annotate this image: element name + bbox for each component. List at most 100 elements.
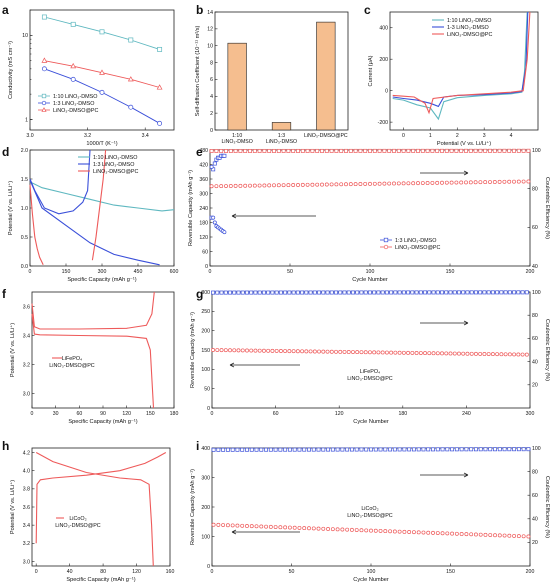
panel-b-ytick-label: 8 bbox=[210, 60, 213, 66]
panel-g-point bbox=[215, 348, 220, 353]
panel-i-point bbox=[254, 447, 259, 452]
panel-g-xtick-label: 0 bbox=[211, 411, 214, 417]
panel-g-y2label: Coulombic Efficiency (%) bbox=[544, 319, 550, 381]
panel-g-point bbox=[452, 290, 457, 295]
panel-g-point bbox=[342, 349, 347, 354]
panel-g-point bbox=[431, 290, 436, 295]
panel-g-point bbox=[503, 352, 508, 357]
panel-e-point bbox=[219, 149, 224, 153]
panel-c-legend-entry: 1:10 LiNO₃-DMSO bbox=[447, 18, 491, 24]
panel-i-point bbox=[450, 447, 455, 452]
panel-i-point bbox=[483, 447, 488, 452]
panel-h-series-line bbox=[35, 452, 154, 567]
panel-g-point bbox=[457, 351, 461, 356]
panel-d-series-line bbox=[91, 149, 107, 261]
panel-h-series-line bbox=[35, 452, 167, 544]
panel-b-ytick-label: 4 bbox=[210, 94, 213, 100]
panel-i-point bbox=[364, 528, 369, 533]
panel-a-legend-swatch-marker bbox=[41, 93, 47, 99]
panel-e-point bbox=[248, 183, 252, 188]
panel-a-legend-entry: 1:10 LiNO₃-DMSO bbox=[53, 94, 97, 100]
panel-e-point bbox=[420, 148, 425, 153]
panel-i-point bbox=[364, 447, 369, 452]
panel-g-point bbox=[329, 290, 334, 295]
panel-i-point bbox=[426, 447, 431, 452]
panel-g-ytick-label: 200 bbox=[201, 328, 210, 334]
panel-g-point bbox=[516, 352, 521, 357]
panel-b-ytick-label: 2 bbox=[210, 111, 213, 117]
panel-g-point bbox=[355, 290, 360, 295]
panel-i-point bbox=[473, 447, 478, 452]
panel-g-point bbox=[393, 290, 398, 295]
panel-g-point bbox=[380, 350, 385, 355]
panel-g-point bbox=[317, 349, 322, 354]
panel-e-point bbox=[276, 183, 281, 188]
panel-e-legend-entry: LiNO₃-DMSO@PC bbox=[395, 245, 441, 251]
panel-g-point bbox=[261, 290, 266, 295]
panel-e-point bbox=[209, 184, 214, 189]
panel-i-point bbox=[340, 447, 345, 452]
panel-e-point bbox=[291, 183, 296, 187]
panel-a-point bbox=[99, 69, 105, 75]
panel-i-point bbox=[431, 447, 435, 452]
panel-i-point bbox=[292, 447, 297, 452]
panel-g-point bbox=[355, 350, 360, 355]
panel-g-point bbox=[346, 290, 351, 295]
panel-d-legend-entry: 1:10 LiNO₃-DMSO bbox=[93, 155, 137, 161]
panel-g-point bbox=[257, 290, 262, 295]
panel-g-arrow bbox=[229, 362, 300, 368]
panel-g-point bbox=[219, 290, 224, 295]
panel-g-point bbox=[223, 290, 228, 295]
panel-i-point bbox=[383, 529, 388, 534]
panel-d-ylabel: Potential (V vs. Li/Li⁺) bbox=[7, 181, 14, 235]
panel-e-point bbox=[348, 148, 353, 153]
panel-g-point bbox=[325, 290, 330, 295]
panel-i-point bbox=[221, 447, 226, 452]
panel-h-xtick-label: 40 bbox=[67, 569, 73, 575]
panel-i-point bbox=[330, 447, 335, 452]
panel-e-point bbox=[310, 148, 315, 153]
panel-a-point bbox=[128, 104, 134, 110]
panel-f-xtick-label: 60 bbox=[76, 411, 82, 417]
panel-e-point bbox=[440, 180, 444, 185]
panel-i-point bbox=[388, 529, 393, 534]
panel-i-point bbox=[287, 525, 292, 530]
panel-e-point bbox=[363, 148, 368, 153]
panel-f-xtick-label: 30 bbox=[53, 411, 59, 417]
panel-h-xlabel: Specific Capacity (mAh g⁻¹) bbox=[66, 577, 135, 583]
panel-i-point bbox=[283, 525, 288, 530]
panel-a-point bbox=[70, 21, 76, 27]
panel-i-point bbox=[526, 534, 531, 539]
panel-g-point bbox=[427, 290, 432, 295]
panel-g-point bbox=[414, 351, 419, 355]
panel-g-point bbox=[351, 290, 355, 295]
panel-e-point bbox=[276, 148, 281, 153]
panel-a-point bbox=[70, 76, 76, 82]
panel-g-point bbox=[342, 290, 347, 295]
panel-e-point bbox=[222, 153, 227, 158]
panel-e-point bbox=[296, 182, 300, 187]
panel-i-point bbox=[268, 524, 273, 529]
panel-e-ytick-label: 240 bbox=[199, 206, 208, 212]
panel-e-ylabel: Reversible Capacity (mAh g⁻¹) bbox=[188, 170, 194, 246]
panel-i-point bbox=[311, 447, 316, 452]
panel-b-bar bbox=[316, 21, 336, 131]
panel-g-point bbox=[401, 290, 406, 295]
panel-g-point bbox=[435, 351, 440, 356]
panel-e-letter: e bbox=[196, 145, 203, 159]
panel-e-point bbox=[243, 148, 248, 153]
panel-g-point bbox=[499, 352, 504, 357]
panel-b-ytick-label: 0 bbox=[210, 128, 213, 134]
panel-i-y2tick-label: 40 bbox=[532, 517, 538, 523]
panel-g-point bbox=[376, 290, 381, 295]
panel-i-point bbox=[469, 532, 474, 537]
panel-h-ytick-label: 3.6 bbox=[23, 505, 30, 511]
panel-i-point bbox=[378, 447, 383, 452]
panel-g-point bbox=[465, 290, 470, 295]
panel-e-y2tick-label: 100 bbox=[532, 148, 541, 154]
panel-i-point bbox=[225, 523, 230, 528]
panel-e-point bbox=[344, 148, 348, 153]
panel-f-xtick-label: 150 bbox=[146, 411, 155, 417]
panel-e-point bbox=[262, 183, 267, 188]
panel-i-point bbox=[502, 533, 507, 538]
